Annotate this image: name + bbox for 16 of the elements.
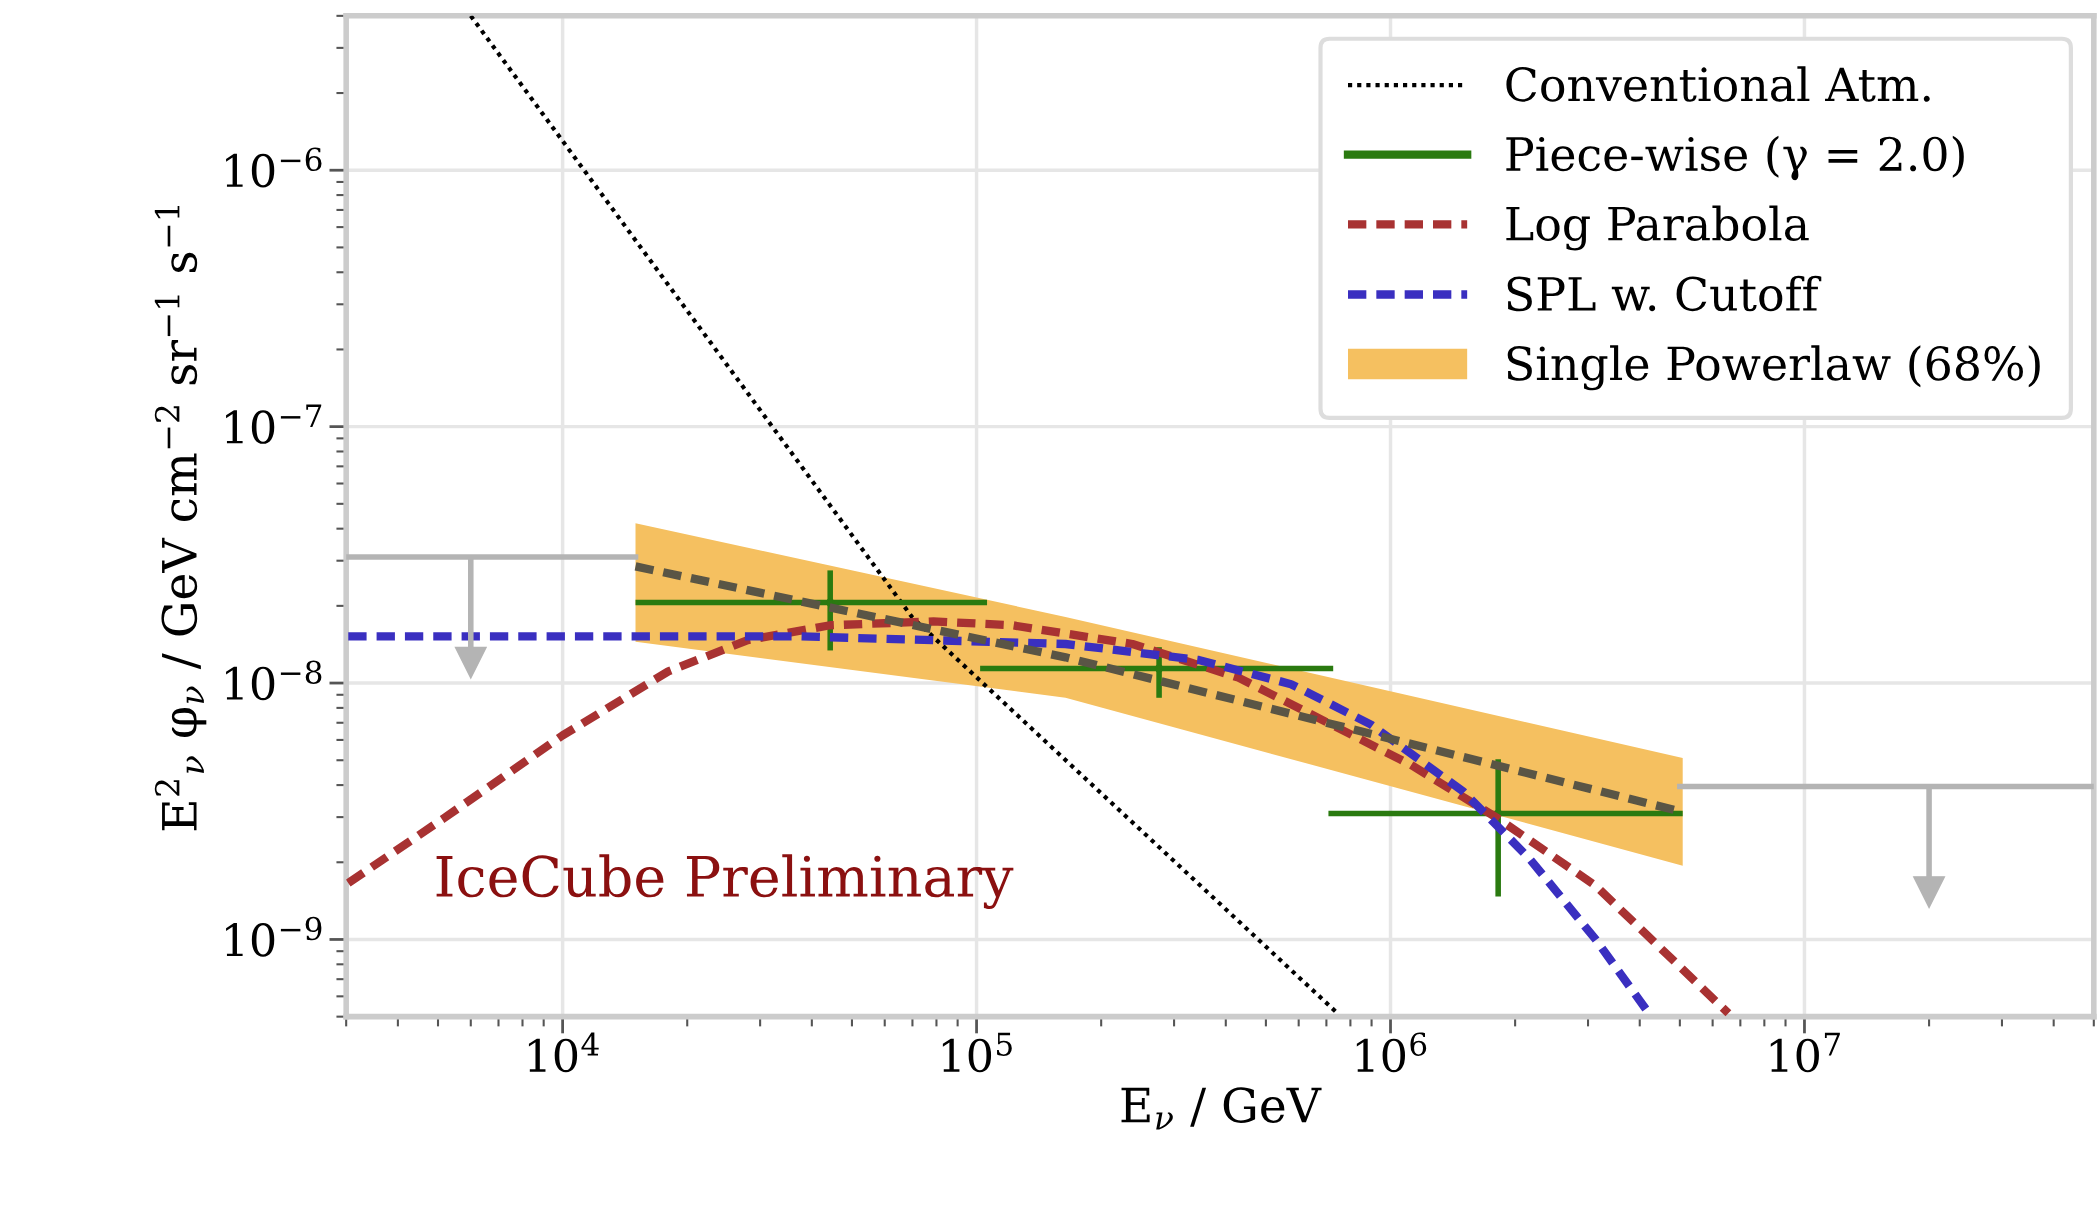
y-tick-label: 10$^{−9}$ [226,916,322,957]
x-tick-label: 10$^{6}$ [1356,1032,1427,1073]
x-tick-label: 10$^{7}$ [1770,1032,1840,1073]
legend-label: Conventional Atm. [1506,66,1930,102]
text: E$^{2}$$_{ν}$ φ$_{ν}$ / GeV cm$^{−2}$ sr$^{−1}$ s$^{−1}$ [154,205,207,831]
legend-label: Piece-wise (γ = 2.0) [1506,135,1964,181]
y-tick-label: 10$^{−6}$ [226,147,322,188]
legend-label: Single Powerlaw (68%) [1507,345,2040,391]
y-tick-label: 10$^{−8}$ [226,660,322,701]
legend-label: SPL w. Cutoff [1507,275,1822,312]
x-tick-label: 10$^{4}$ [528,1032,599,1073]
annotation: IceCube Preliminary [436,854,1014,909]
y-tick-label: 10$^{−7}$ [226,404,322,444]
legend-label: Log Parabola [1506,205,1809,251]
x-axis-title: E$_{ν}$ / GeV [1121,1087,1322,1130]
x-tick-label: 10$^{5}$ [942,1032,1012,1073]
